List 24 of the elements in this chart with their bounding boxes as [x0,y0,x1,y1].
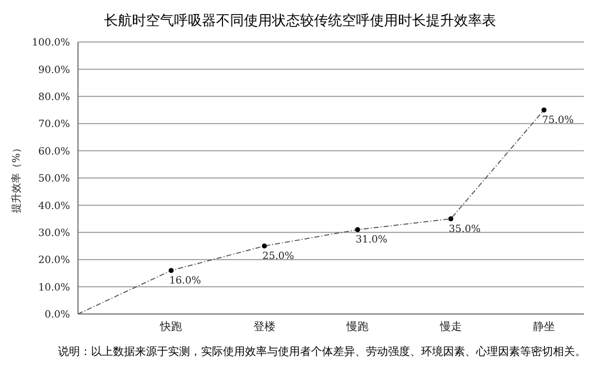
y-tick-label: 80.0% [38,92,70,103]
data-label: 25.0% [262,251,294,262]
chart-title: 长航时空气呼吸器不同使用状态较传统空呼使用时长提升效率表 [103,12,497,31]
y-tick-label: 60.0% [38,146,70,158]
x-tick-label: 慢走 [438,320,462,333]
y-tick-label: 50.0% [38,174,70,185]
text: 说明：以上数据来源于实测，实际使用效率与使用者个体差异、劳动强度、环境因素、心理因素等密切相关。 [57,344,587,359]
y-tick-label: 70.0% [38,119,70,130]
data-label: 35.0% [448,224,481,235]
y-tick-label: 0.0% [44,310,70,321]
x-tick-label: 慢跑 [346,320,369,333]
data-label: 75.0% [542,115,574,126]
x-tick-label: 登楼 [253,320,276,333]
y-axis-title: 提升效率（%） [10,143,23,213]
data-label: 16.0% [169,275,201,286]
y-tick-label: 10.0% [38,282,70,294]
y-tick-label: 40.0% [38,200,70,212]
y-tick-label: 20.0% [38,255,70,266]
y-tick-label: 30.0% [38,228,70,239]
data-label: 31.0% [356,234,388,246]
x-tick-label: 静坐 [533,320,555,333]
y-tick-label: 90.0% [38,64,70,76]
y-tick-label: 100.0% [32,38,70,49]
x-tick-label: 快跑 [159,320,182,333]
